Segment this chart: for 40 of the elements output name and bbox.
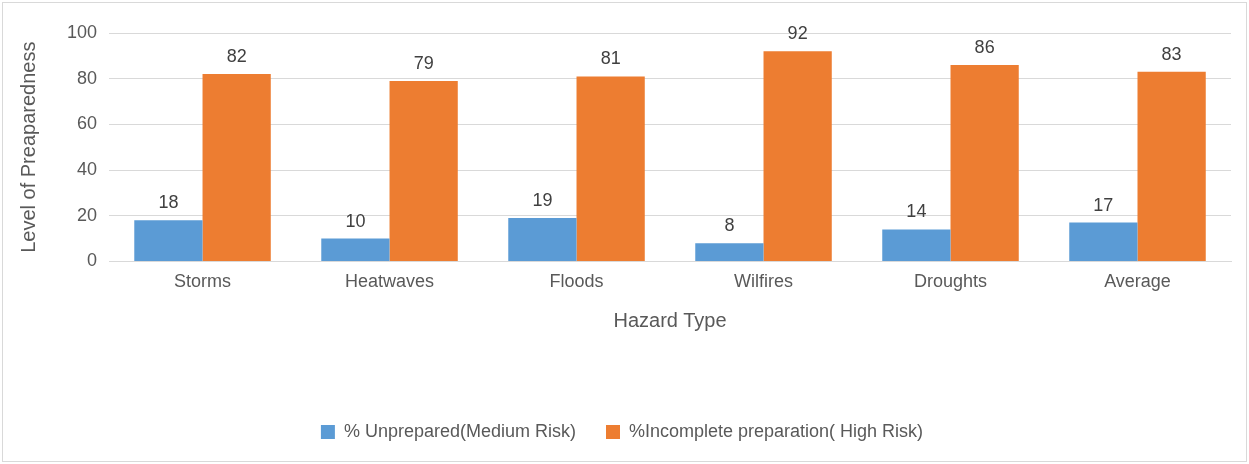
- data-label: 8: [724, 215, 735, 236]
- data-label: 18: [158, 192, 179, 213]
- bar: [1069, 222, 1138, 261]
- y-tick-label: 60: [77, 113, 98, 134]
- data-label: 82: [226, 46, 247, 67]
- y-tick-label: 80: [77, 67, 98, 88]
- data-label: 83: [1161, 43, 1182, 64]
- y-tick-label: 20: [77, 204, 98, 225]
- legend-label: % Unprepared(Medium Risk): [343, 420, 576, 441]
- bar: [134, 220, 203, 261]
- x-tick-label: Wilfires: [734, 271, 794, 292]
- x-axis-title: Hazard Type: [613, 308, 727, 331]
- bar: [576, 76, 645, 261]
- x-tick-label: Heatwaves: [345, 271, 435, 292]
- bar: [950, 64, 1019, 261]
- bar: [508, 218, 577, 261]
- data-label: 79: [413, 52, 434, 73]
- bar: [321, 238, 390, 261]
- data-label: 86: [974, 36, 995, 57]
- x-tick-label: Average: [1104, 271, 1171, 292]
- x-tick-label: Storms: [174, 271, 232, 292]
- bar: [202, 74, 271, 261]
- data-label: 17: [1093, 194, 1114, 215]
- data-label: 19: [532, 189, 553, 210]
- x-tick-label: Droughts: [913, 271, 988, 292]
- data-label: 14: [906, 201, 927, 222]
- y-tick-label: 0: [87, 250, 98, 271]
- y-tick-label: 40: [77, 159, 98, 180]
- bar: [695, 243, 764, 261]
- bar: [389, 80, 458, 261]
- bar: [1137, 71, 1206, 261]
- bar: [882, 229, 951, 261]
- data-label: 81: [600, 48, 621, 69]
- legend-label: %Incomplete preparation( High Risk): [628, 420, 924, 441]
- y-axis-title: Level of Preaparedness: [16, 41, 39, 253]
- x-tick-label: Floods: [549, 271, 604, 292]
- y-tick-label: 100: [66, 21, 98, 42]
- data-label: 92: [787, 23, 808, 44]
- data-label: 10: [345, 210, 366, 231]
- bar: [763, 51, 832, 261]
